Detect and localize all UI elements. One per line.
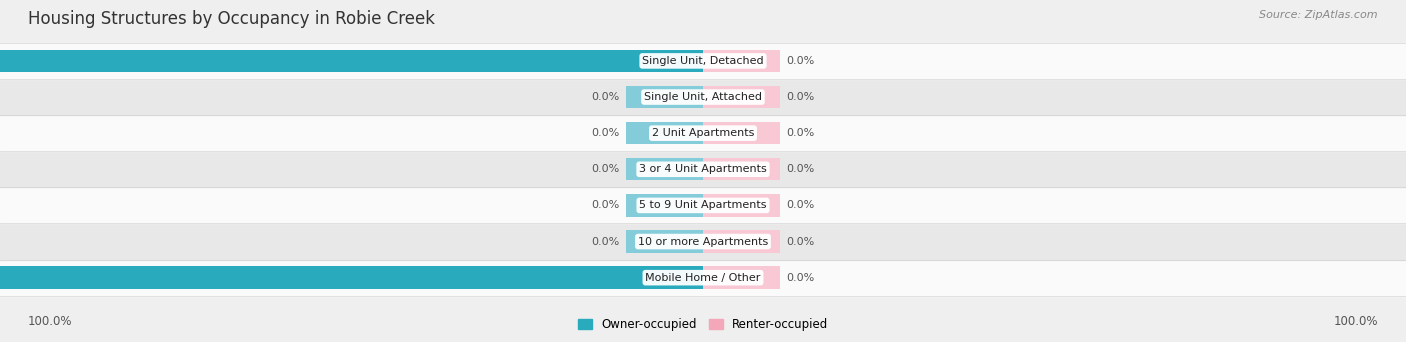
Bar [703, 266, 780, 289]
Text: 0.0%: 0.0% [592, 237, 620, 247]
Bar [0, 79, 1406, 115]
Bar [0, 50, 703, 72]
Text: Source: ZipAtlas.com: Source: ZipAtlas.com [1260, 10, 1378, 20]
Text: 0.0%: 0.0% [786, 128, 814, 138]
Bar [703, 231, 780, 253]
Text: 0.0%: 0.0% [786, 56, 814, 66]
Text: Housing Structures by Occupancy in Robie Creek: Housing Structures by Occupancy in Robie… [28, 10, 434, 28]
Bar [0, 260, 1406, 296]
Bar [626, 122, 703, 144]
Bar [0, 115, 1406, 151]
Bar [703, 194, 780, 216]
Bar [703, 122, 780, 144]
Bar [0, 187, 1406, 223]
Text: 0.0%: 0.0% [592, 164, 620, 174]
Text: 0.0%: 0.0% [786, 92, 814, 102]
Text: 0.0%: 0.0% [592, 128, 620, 138]
Text: 2 Unit Apartments: 2 Unit Apartments [652, 128, 754, 138]
Text: 0.0%: 0.0% [786, 237, 814, 247]
Text: 0.0%: 0.0% [592, 200, 620, 210]
Bar [703, 86, 780, 108]
Bar [0, 223, 1406, 260]
Text: 0.0%: 0.0% [786, 164, 814, 174]
Text: 100.0%: 100.0% [1333, 315, 1378, 328]
Text: 0.0%: 0.0% [786, 273, 814, 283]
Text: Single Unit, Attached: Single Unit, Attached [644, 92, 762, 102]
Bar [626, 194, 703, 216]
Bar [0, 43, 1406, 79]
Bar [626, 231, 703, 253]
Legend: Owner-occupied, Renter-occupied: Owner-occupied, Renter-occupied [572, 314, 834, 336]
Text: 0.0%: 0.0% [592, 92, 620, 102]
Text: Single Unit, Detached: Single Unit, Detached [643, 56, 763, 66]
Text: 100.0%: 100.0% [28, 315, 73, 328]
Text: 3 or 4 Unit Apartments: 3 or 4 Unit Apartments [640, 164, 766, 174]
Bar [0, 151, 1406, 187]
Bar [703, 158, 780, 181]
Text: 0.0%: 0.0% [786, 200, 814, 210]
Bar [626, 86, 703, 108]
Bar [0, 266, 703, 289]
Text: Mobile Home / Other: Mobile Home / Other [645, 273, 761, 283]
Bar [626, 158, 703, 181]
Text: 5 to 9 Unit Apartments: 5 to 9 Unit Apartments [640, 200, 766, 210]
Bar [703, 50, 780, 72]
Text: 10 or more Apartments: 10 or more Apartments [638, 237, 768, 247]
